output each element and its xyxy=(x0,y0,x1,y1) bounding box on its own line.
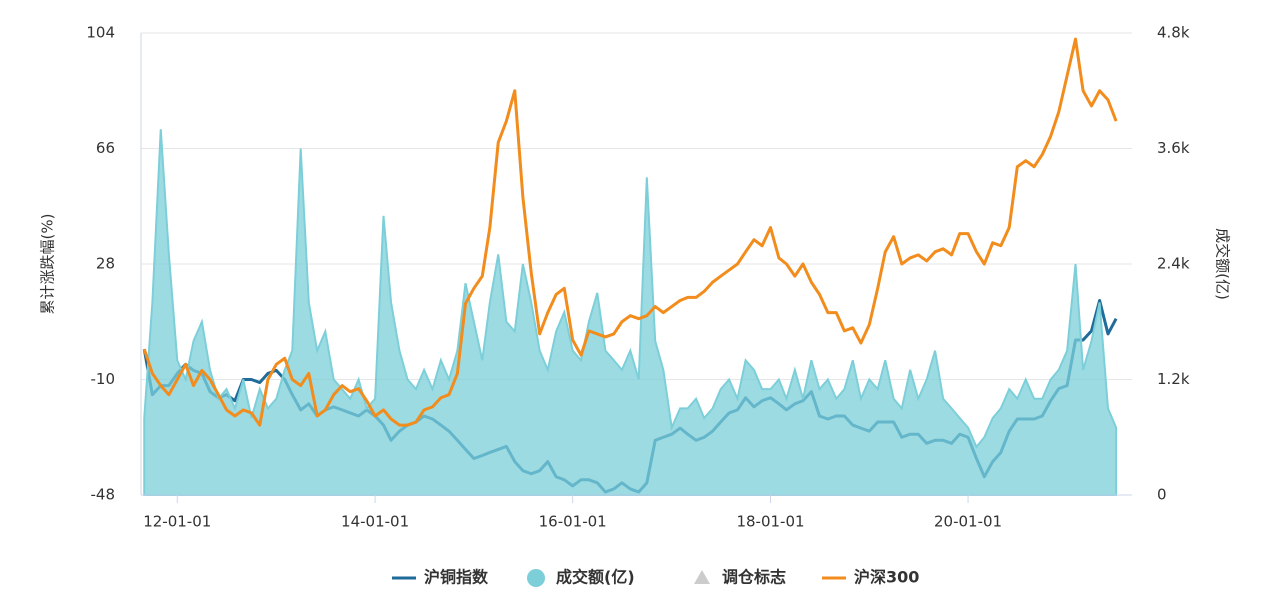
y-tick-label: 66 xyxy=(96,139,115,157)
x-tick-label: 16-01-01 xyxy=(539,513,607,531)
x-tick-label: 12-01-01 xyxy=(143,513,211,531)
x-tick-label: 20-01-01 xyxy=(934,513,1002,531)
y2-tick-label: 3.6k xyxy=(1157,139,1190,157)
y-axis-title: 累计涨跌幅(%) xyxy=(39,214,57,315)
legend-label: 成交额(亿) xyxy=(556,568,635,587)
legend: 沪铜指数 成交额(亿) 调仓标志 沪深300 xyxy=(392,568,919,588)
y2-tick-label: 1.2k xyxy=(1157,370,1190,388)
y-tick-label: 104 xyxy=(86,24,115,42)
y2-tick-label: 2.4k xyxy=(1157,255,1190,273)
volume-area xyxy=(143,129,1118,496)
legend-symbol xyxy=(694,570,710,584)
legend-label: 调仓标志 xyxy=(722,568,786,587)
y2-tick-label: 0 xyxy=(1157,486,1167,504)
legend-label: 沪铜指数 xyxy=(424,568,489,587)
x-tick-label: 14-01-01 xyxy=(341,513,409,531)
y-tick-label: 28 xyxy=(96,255,115,273)
legend-label: 沪深300 xyxy=(854,568,919,587)
y-tick-label: -48 xyxy=(91,486,116,504)
y2-tick-label: 4.8k xyxy=(1157,24,1190,42)
legend-item[interactable]: 成交额(亿) xyxy=(527,568,635,588)
y2-axis-title: 成交额(亿) xyxy=(1214,228,1232,300)
series-line xyxy=(142,37,1118,427)
axes: -48 -10 28 66 104 0 1.2k 2.4k 3.6k 4.8k 12-01-01 14… xyxy=(86,24,1189,531)
x-tick-label: 18-01-01 xyxy=(736,513,804,531)
legend-item[interactable]: 沪深300 xyxy=(822,568,919,587)
legend-item[interactable]: 沪铜指数 xyxy=(392,568,489,587)
legend-item[interactable]: 调仓标志 xyxy=(694,568,786,587)
legend-symbol xyxy=(527,569,545,587)
plot-area xyxy=(142,37,1118,496)
y-tick-label: -10 xyxy=(91,370,116,388)
